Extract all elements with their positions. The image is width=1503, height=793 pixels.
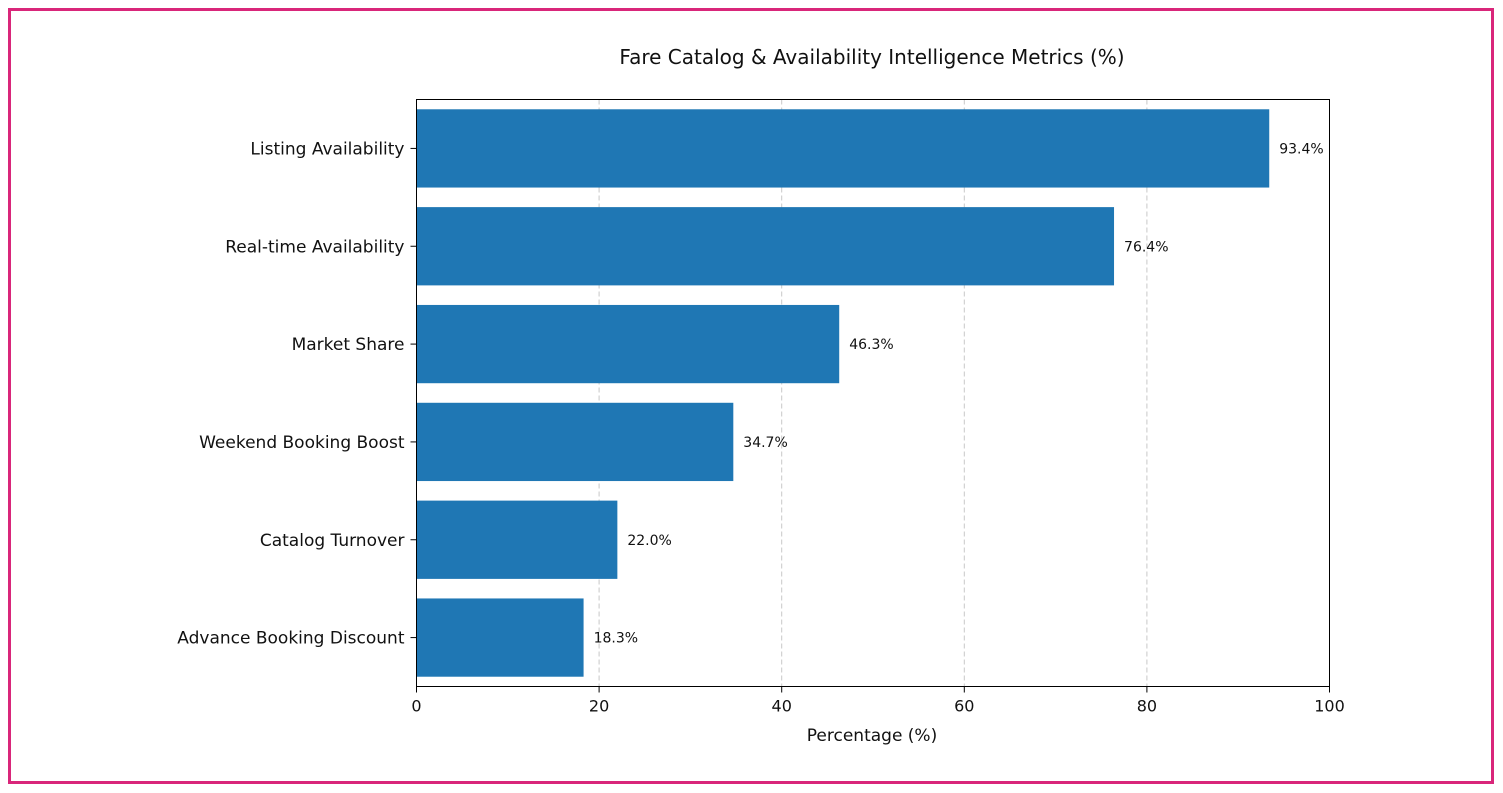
- bar: [416, 598, 584, 677]
- data-label: 46.3%: [849, 337, 893, 353]
- y-tick-label: Real-time Availability: [225, 237, 404, 257]
- y-tick-label: Advance Booking Discount: [177, 629, 405, 649]
- data-label: 76.4%: [1124, 239, 1168, 255]
- y-tick-label: Weekend Booking Boost: [199, 433, 405, 453]
- x-tick-label: 0: [411, 697, 421, 716]
- data-label: 34.7%: [743, 435, 787, 451]
- data-label: 93.4%: [1279, 141, 1323, 157]
- x-tick-label: 80: [1137, 697, 1157, 716]
- plot-area: [416, 99, 1330, 687]
- y-tick-label: Catalog Turnover: [260, 531, 405, 551]
- chart-title: Fare Catalog & Availability Intelligence…: [619, 45, 1124, 69]
- y-tick-label: Market Share: [292, 335, 405, 355]
- bar: [416, 402, 734, 482]
- x-tick-label: 100: [1314, 697, 1345, 716]
- bar: [416, 304, 840, 384]
- y-tick-label: Listing Availability: [250, 139, 404, 159]
- bar: [416, 500, 618, 579]
- x-axis-label: Percentage (%): [807, 726, 937, 746]
- x-tick-label: 60: [954, 697, 974, 716]
- data-label: 22.0%: [627, 533, 671, 549]
- bar: [416, 207, 1115, 286]
- x-tick-label: 20: [589, 697, 609, 716]
- x-tick-label: 40: [772, 697, 792, 716]
- bar: [416, 109, 1270, 188]
- chart-frame: [8, 8, 1494, 784]
- data-label: 18.3%: [594, 631, 638, 647]
